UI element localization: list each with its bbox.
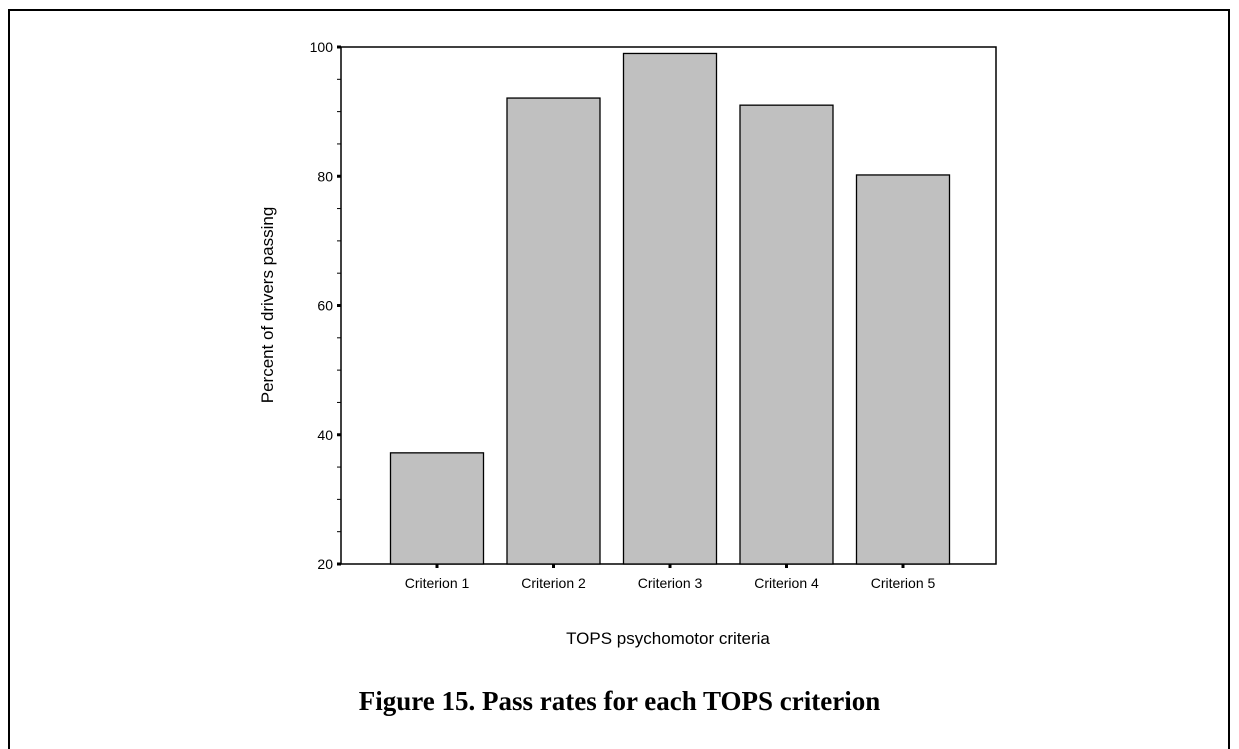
bar-2: [506, 97, 601, 565]
figure-frame: [8, 9, 1230, 749]
y-axis: 20 40 60 80 100: [310, 39, 341, 572]
figure-caption: Figure 15. Pass rates for each TOPS crit…: [358, 686, 881, 716]
y-tick-label-20: 20: [317, 556, 333, 572]
x-axis-label: TOPS psychomotor criteria: [566, 629, 770, 648]
y-tick-label-60: 60: [317, 298, 333, 314]
x-tick-label-4: Criterion 4: [754, 575, 819, 591]
bars: [389, 52, 951, 565]
x-tick-label-3: Criterion 3: [638, 575, 703, 591]
x-axis: Criterion 1 Criterion 2 Criterion 3 Criteri…: [405, 564, 936, 591]
y-tick-label-80: 80: [317, 168, 333, 184]
bar-1: [389, 452, 485, 565]
y-tick-label-100: 100: [310, 39, 334, 55]
x-tick-label-1: Criterion 1: [405, 575, 470, 591]
y-tick-label-40: 40: [317, 427, 333, 443]
x-tick-label-5: Criterion 5: [871, 575, 936, 591]
x-tick-label-2: Criterion 2: [521, 575, 586, 591]
bar-5: [855, 174, 951, 565]
bar-3: [622, 52, 718, 565]
y-axis-label: Percent of drivers passing: [258, 207, 277, 404]
bar-4: [739, 104, 834, 565]
